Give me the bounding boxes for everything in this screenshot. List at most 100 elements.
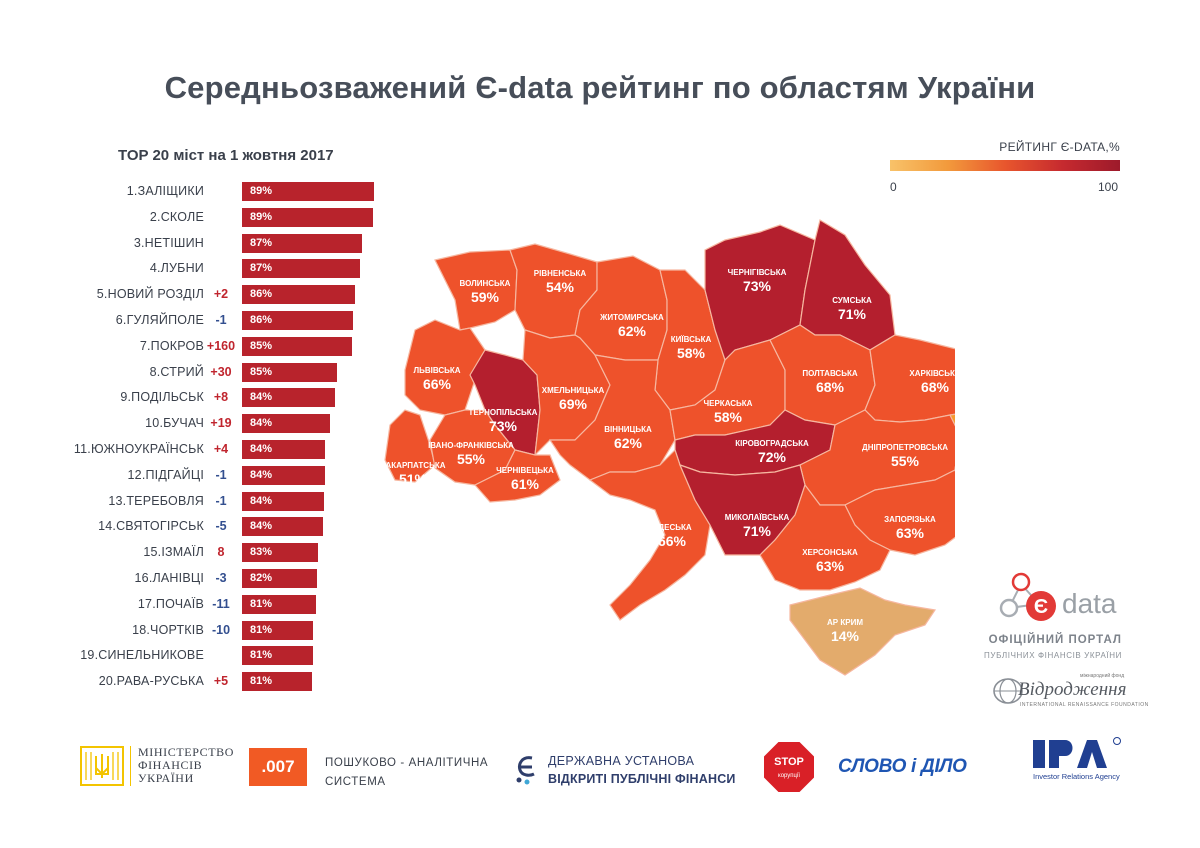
- ranking-city-label: 5.НОВИЙ РОЗДІЛ: [96, 287, 204, 302]
- region-value-kherson: 63%: [816, 558, 845, 574]
- ranking-bar: 85%: [242, 336, 352, 356]
- ranking-bar: 85%: [242, 362, 337, 382]
- legend-max: 100: [1098, 180, 1119, 194]
- ranking-delta: +8: [213, 390, 229, 405]
- ranking-delta: +2: [213, 287, 229, 302]
- region-name-kharkiv: ХАРКІВСЬКА: [909, 369, 955, 378]
- ukraine-map: ВОЛИНСЬКА59%РІВНЕНСЬКА54%ЖИТОМИРСЬКА62%К…: [381, 219, 955, 676]
- region-name-zaporizhzhia: ЗАПОРІЗЬКА: [884, 515, 936, 524]
- ranking-delta: -1: [215, 467, 227, 482]
- ranking-city-label: 18.ЧОРТКІВ: [132, 622, 204, 637]
- ranking-bar-value: 84%: [250, 520, 273, 533]
- ranking-city-label: 16.ЛАНІВЦІ: [134, 571, 204, 585]
- ranking-row: 13.ТЕРЕБОВЛЯ -1 84%: [0, 490, 400, 516]
- legend-gradient: [890, 160, 1120, 171]
- vidrodzhennia-word: Відродження: [1018, 679, 1127, 700]
- ranking-bar-value: 86%: [250, 288, 273, 301]
- region-name-volyn: ВОЛИНСЬКА: [460, 279, 511, 288]
- region-name-chernivtsi: ЧЕРНІВЕЦЬКА: [496, 466, 554, 475]
- ranking-bar-value: 84%: [250, 468, 273, 481]
- ranking-bar: 81%: [242, 620, 313, 640]
- ranking-city-label: 11.ЮЖНОУКРАЇНСЬК: [73, 442, 204, 456]
- ranking-delta: +160: [206, 338, 236, 353]
- region-value-cherkasy: 58%: [714, 409, 743, 425]
- region-value-khmelnytskyi: 69%: [559, 396, 588, 412]
- ranking-city-label: 14.СВЯТОГІРСЬК: [98, 519, 204, 534]
- legend-title: РЕЙТИНГ Є-DATA,%: [999, 140, 1120, 154]
- ranking-bar: 82%: [242, 569, 317, 588]
- ranking-row: 8.СТРИЙ +30 85%: [0, 361, 400, 387]
- region-name-zakarpattia: ЗАКАРПАТСЬКА: [381, 461, 446, 470]
- ranking-city-label: 20.РАВА-РУСЬКА: [98, 674, 204, 689]
- ranking-delta: -10: [211, 622, 231, 637]
- trident-icon: [80, 746, 124, 786]
- stop-text: STOP: [774, 756, 804, 768]
- ranking-header: TOP 20 міст на 1 жовтня 2017: [118, 147, 334, 164]
- region-name-dnipro: ДНІПРОПЕТРОВСЬКА: [862, 443, 948, 452]
- ranking-bar-value: 84%: [250, 391, 273, 404]
- region-value-zhytomyr: 62%: [618, 323, 647, 339]
- ranking-city-label: 1.ЗАЛІЩИКИ: [126, 184, 204, 198]
- region-chernivtsi: [474, 449, 561, 503]
- ranking-row: 15.ІЗМАЇЛ 8 83%: [0, 541, 400, 567]
- ranking-delta: -1: [215, 493, 227, 508]
- ranking-bar-value: 89%: [250, 185, 273, 197]
- search-system-text: ПОШУКОВО - АНАЛІТИЧНА СИСТЕМА: [325, 757, 489, 788]
- ranking-bar-value: 85%: [250, 339, 273, 352]
- ranking-bar: 83%: [242, 543, 318, 563]
- ranking-bar: 86%: [242, 311, 353, 330]
- ranking-delta: -11: [212, 596, 230, 611]
- region-value-zaporizhzhia: 63%: [896, 525, 925, 541]
- portal-title: ОФІЦІЙНИЙ ПОРТАЛ: [988, 634, 1122, 646]
- region-value-vinnytsia: 62%: [614, 435, 643, 451]
- ranking-bar: 84%: [242, 517, 323, 537]
- region-odesa: [588, 448, 711, 621]
- region-value-lviv: 66%: [423, 376, 452, 392]
- region-value-chernihiv: 73%: [743, 278, 772, 294]
- ranking-bar: 84%: [242, 465, 325, 485]
- ranking-row: 14.СВЯТОГІРСЬК -5 84%: [0, 515, 400, 541]
- ranking-bar: 89%: [242, 207, 373, 227]
- region-value-poltava: 68%: [816, 379, 845, 395]
- ranking-city-label: 4.ЛУБНИ: [149, 261, 204, 276]
- ranking-row: 6.ГУЛЯЙПОЛЕ -1 86%: [0, 309, 400, 335]
- ranking-city-label: 13.ТЕРЕБОВЛЯ: [108, 493, 204, 508]
- edata-wordmark: data: [1062, 588, 1117, 619]
- region-name-sumy: СУМСЬКА: [832, 296, 872, 305]
- vidrodzhennia-top: міжнародний фонд: [1080, 673, 1125, 679]
- ranking-row: 3.НЕТІШИН 87%: [0, 232, 400, 258]
- ranking-bar-value: 81%: [250, 649, 273, 662]
- region-name-lviv: ЛЬВІВСЬКА: [413, 366, 460, 375]
- region-name-mykolaiv: МИКОЛАЇВСЬКА: [725, 513, 790, 522]
- ranking-bar-value: 87%: [250, 236, 273, 249]
- ranking-bar-value: 83%: [250, 546, 273, 559]
- edata-logo: Є: [999, 572, 1056, 621]
- ranking-row: 1.ЗАЛІЩИКИ 89%: [0, 180, 400, 206]
- region-value-chernivtsi: 61%: [511, 476, 540, 492]
- stop-corruption-icon: [762, 740, 816, 794]
- ranking-city-label: 12.ПІДГАЙЦІ: [127, 467, 204, 482]
- du-text-line2: ВІДКРИТІ ПУБЛІЧНІ ФІНАНСИ: [548, 772, 736, 786]
- region-value-volyn: 59%: [471, 289, 500, 305]
- region-value-mykolaiv: 71%: [743, 523, 772, 539]
- ranking-city-label: 8.СТРИЙ: [149, 364, 204, 379]
- region-name-rivne: РІВНЕНСЬКА: [534, 269, 587, 278]
- region-value-kyiv: 58%: [677, 345, 706, 361]
- du-text-line1: ДЕРЖАВНА УСТАНОВА: [548, 754, 695, 768]
- public-finance-icon: [516, 756, 535, 785]
- region-value-rivne: 54%: [546, 279, 575, 295]
- ranking-delta: +30: [210, 364, 232, 379]
- ranking-city-label: 7.ПОКРОВ: [139, 338, 204, 353]
- ranking-bar: 81%: [242, 594, 316, 614]
- region-name-kherson: ХЕРСОНСЬКА: [802, 548, 858, 557]
- stop-subtext: корупції: [778, 773, 800, 779]
- region-name-ternopil: ТЕРНОПІЛЬСЬКА: [469, 408, 538, 417]
- region-value-ivano: 55%: [457, 451, 486, 467]
- ranking-bar: 84%: [242, 414, 330, 434]
- region-donetsk: [949, 413, 955, 472]
- ranking-row: 5.НОВИЙ РОЗДІЛ +2 86%: [0, 283, 400, 309]
- ranking-row: 20.РАВА-РУСЬКА +5 81%: [0, 670, 400, 696]
- region-value-ternopil: 73%: [489, 418, 518, 434]
- ranking-delta: +19: [210, 416, 232, 431]
- region-value-zakarpattia: 51%: [399, 471, 428, 487]
